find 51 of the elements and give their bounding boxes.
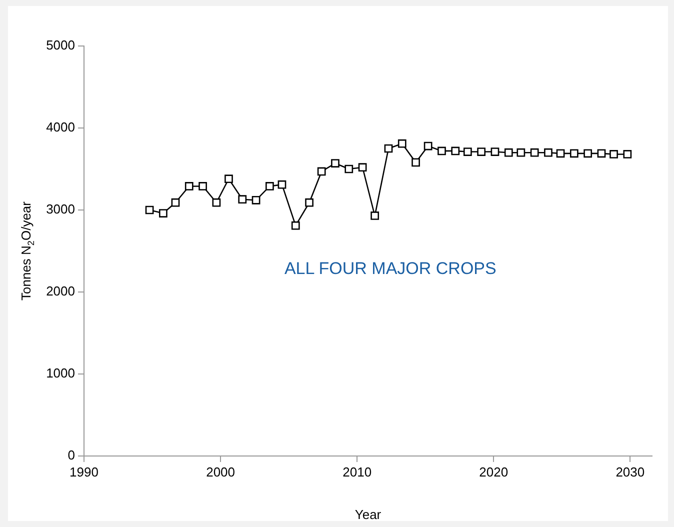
point bbox=[184, 182, 194, 190]
point bbox=[398, 139, 406, 148]
y-tick-label: 4000 bbox=[46, 120, 75, 135]
point bbox=[159, 209, 168, 218]
point bbox=[412, 158, 420, 167]
point bbox=[570, 149, 578, 158]
x-tick-label: 2000 bbox=[206, 464, 235, 480]
point bbox=[584, 149, 592, 158]
point bbox=[490, 148, 500, 156]
point bbox=[477, 148, 486, 156]
x-tick-label: 2010 bbox=[342, 464, 372, 480]
point bbox=[424, 142, 432, 150]
point bbox=[463, 148, 472, 156]
point bbox=[305, 198, 314, 207]
point bbox=[556, 149, 565, 158]
point bbox=[623, 150, 632, 158]
point bbox=[610, 150, 618, 158]
y-tick-label: 2000 bbox=[46, 284, 75, 299]
point bbox=[291, 221, 300, 230]
y-tick-label: 5000 bbox=[46, 38, 75, 53]
point bbox=[344, 164, 354, 174]
point bbox=[145, 206, 154, 214]
x-axis-title: Year bbox=[354, 506, 382, 522]
annotation: ALL FOUR MAJOR CROPS bbox=[284, 259, 496, 278]
point bbox=[384, 144, 393, 153]
point bbox=[331, 159, 340, 168]
point bbox=[530, 148, 539, 157]
point bbox=[504, 148, 513, 157]
point bbox=[198, 182, 207, 190]
y-tick-label: 3000 bbox=[46, 202, 75, 217]
x-tick-label: 1990 bbox=[70, 464, 98, 480]
point bbox=[317, 167, 326, 176]
point bbox=[597, 149, 606, 158]
point bbox=[438, 146, 446, 156]
y-axis-title: Tonnes N2O/year bbox=[18, 200, 36, 300]
point bbox=[370, 212, 380, 220]
point bbox=[212, 198, 221, 207]
x-tick-label: 2030 bbox=[616, 464, 645, 480]
point bbox=[516, 148, 526, 157]
y-tick-label: 0 bbox=[68, 448, 75, 463]
point bbox=[266, 182, 274, 190]
point bbox=[358, 163, 367, 172]
point bbox=[544, 148, 552, 157]
point bbox=[451, 146, 460, 156]
point bbox=[171, 198, 180, 207]
point bbox=[252, 196, 260, 204]
point bbox=[238, 195, 247, 204]
point bbox=[224, 174, 233, 184]
point bbox=[278, 180, 286, 189]
x-tick-label: 2020 bbox=[479, 464, 508, 480]
y-tick-label: 1000 bbox=[46, 366, 75, 381]
